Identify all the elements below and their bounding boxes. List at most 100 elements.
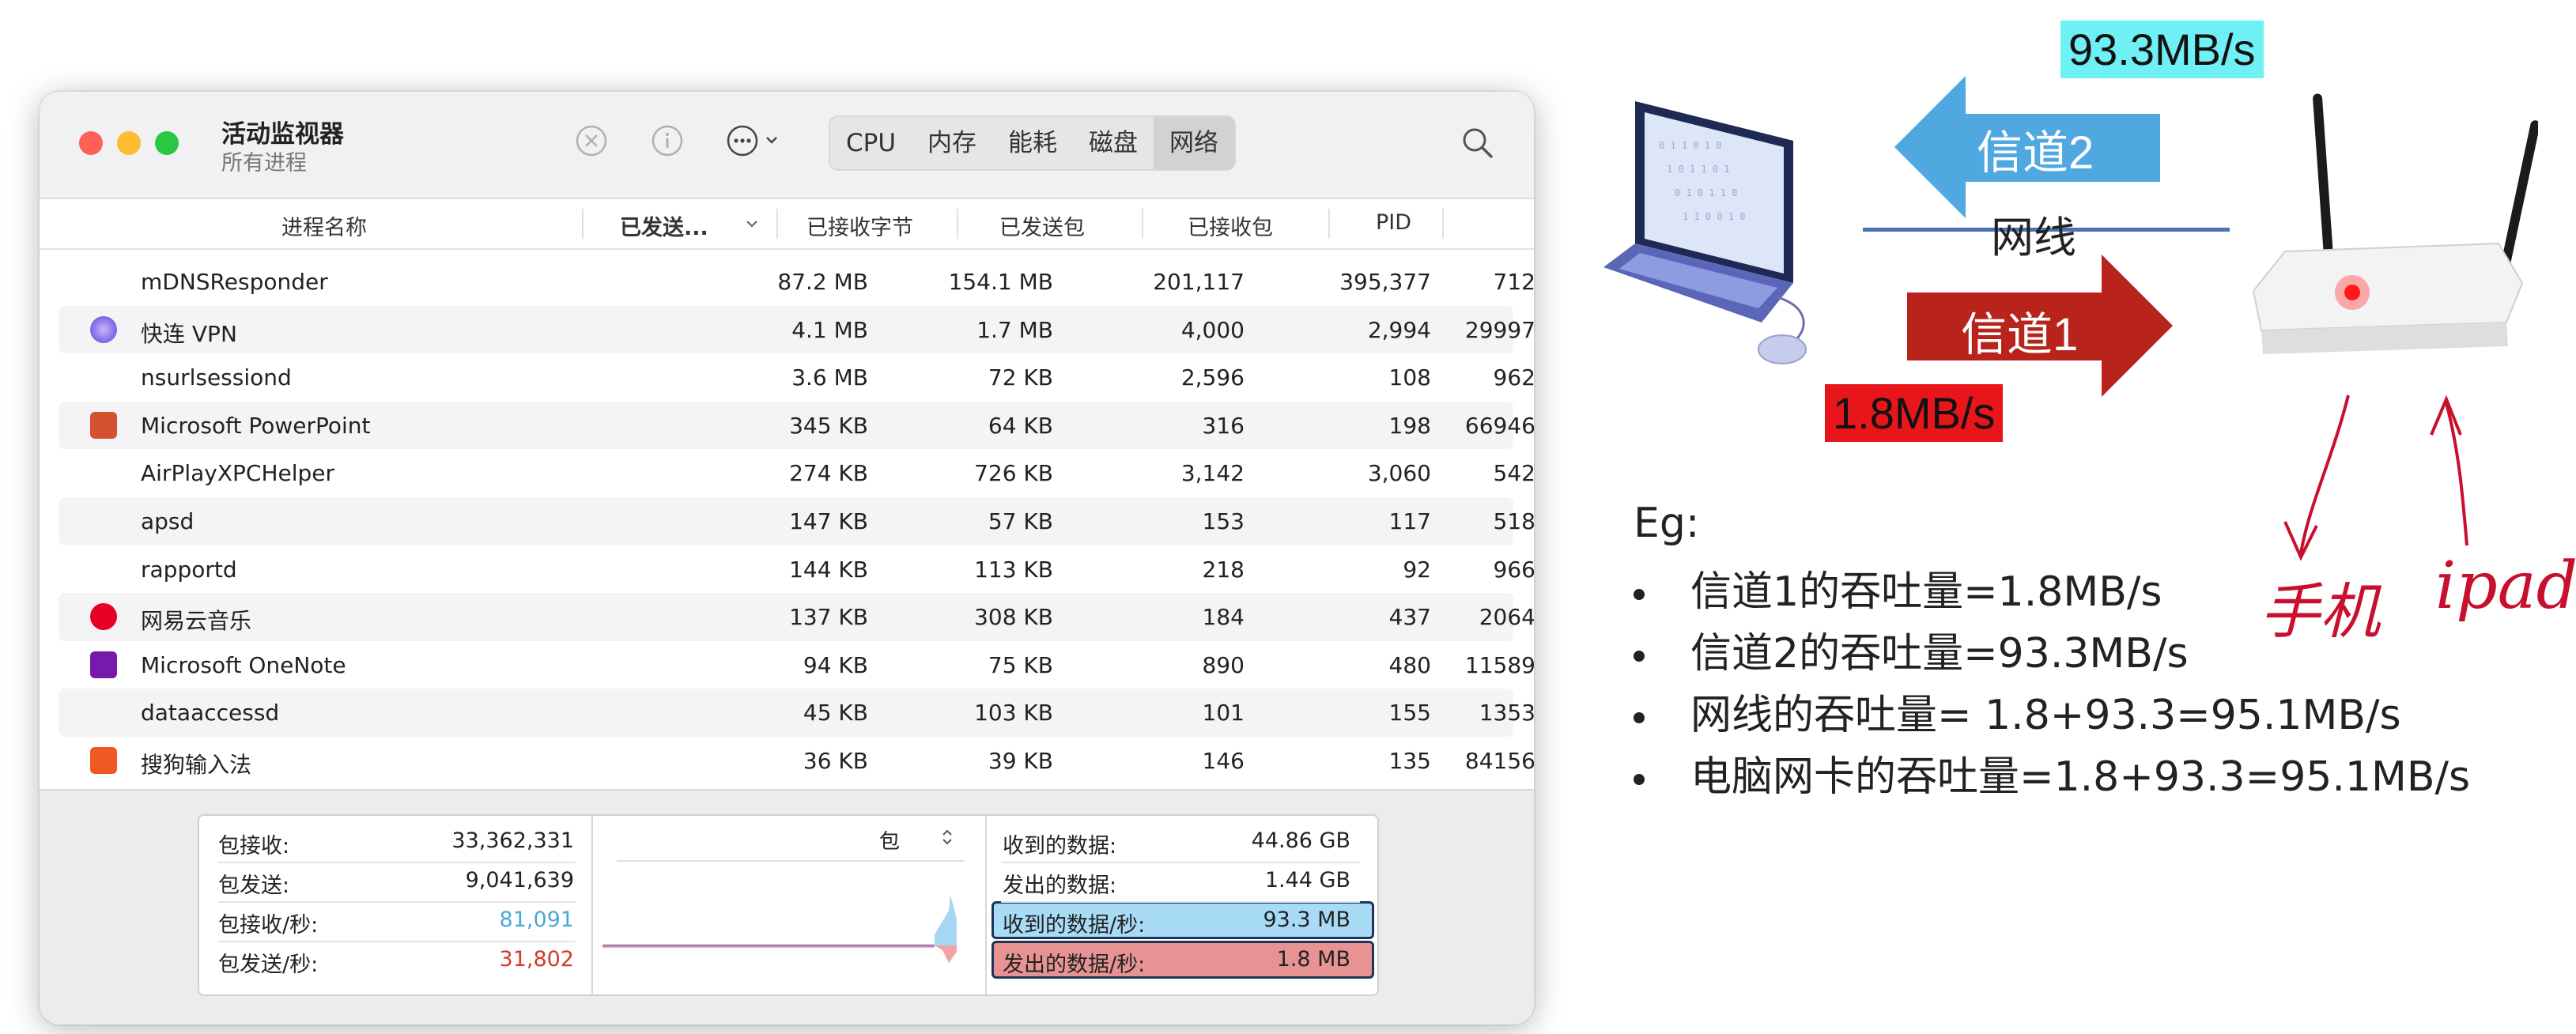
cell-pkts-sent: 153	[1202, 508, 1245, 534]
tab-cpu[interactable]: CPU	[846, 129, 897, 157]
table-row[interactable]: 快连 VPN 4.1 MB 1.7 MB 4,000 2,994 29997	[59, 305, 1534, 354]
stat-label: 包发送/秒:	[218, 953, 319, 977]
column-packets-sent[interactable]: 已发送包	[999, 216, 1085, 240]
stat-value: 9,041,639	[465, 868, 574, 892]
column-packets-received[interactable]: 已接收包	[1188, 216, 1273, 240]
divider	[218, 862, 576, 863]
bullet-dot	[1634, 589, 1645, 600]
cell-pkts-recv: 395,377	[1339, 269, 1431, 295]
divider	[1001, 901, 1360, 903]
stat-value: 1.8 MB	[1276, 947, 1350, 972]
process-name: dataaccessd	[141, 700, 280, 726]
packets-graph	[602, 895, 957, 963]
stat-value: 44.86 GB	[1251, 828, 1350, 853]
tab-disk[interactable]: 磁盘	[1089, 129, 1139, 157]
table-row[interactable]: Microsoft OneNote 94 KB 75 KB 890 480 11589	[59, 641, 1534, 689]
svg-text:1 1 0 0 1 0: 1 1 0 0 1 0	[1683, 211, 1745, 222]
cell-recv: 154.1 MB	[948, 269, 1053, 295]
cell-pkts-recv: 117	[1388, 508, 1431, 534]
cell-recv: 39 KB	[988, 747, 1053, 774]
cell-pkts-recv: 198	[1388, 412, 1431, 439]
router-illustration	[2252, 93, 2538, 354]
activity-monitor-window: 活动监视器 所有进程 CPU 内存 能耗 磁盘 网络 进程名称 已发送...	[40, 92, 1534, 1025]
cell-sent: 94 KB	[803, 651, 868, 678]
process-name: mDNSResponder	[141, 269, 328, 295]
divider	[591, 816, 593, 994]
cell-pkts-recv: 437	[1388, 604, 1431, 631]
cell-pkts-sent: 218	[1202, 556, 1245, 583]
process-table: mDNSResponder 87.2 MB 154.1 MB 201,117 395,3…	[59, 258, 1534, 785]
cell-pid: 2064	[1479, 604, 1534, 631]
bullet-text: 电脑网卡的吞吐量=1.8+93.3=95.1MB/s	[1690, 753, 2471, 801]
cell-recv: 1.7 MB	[976, 316, 1053, 343]
cable-line	[1863, 228, 2230, 232]
cell-pid: 966	[1493, 556, 1534, 583]
cell-pkts-sent: 2,596	[1180, 364, 1245, 391]
bullet-text: 信道2的吞吐量=93.3MB/s	[1690, 630, 2189, 677]
stat-value: 81,091	[499, 908, 574, 932]
column-divider	[582, 209, 584, 239]
table-row[interactable]: AirPlayXPCHelper 274 KB 726 KB 3,142 3,060 54…	[59, 449, 1534, 497]
svg-text:0 1 0 1 1 0: 0 1 0 1 1 0	[1675, 187, 1737, 198]
cell-pkts-sent: 184	[1202, 604, 1245, 631]
table-row[interactable]: dataaccessd 45 KB 103 KB 101 155 1353	[59, 689, 1534, 737]
cell-sent: 144 KB	[789, 556, 868, 583]
info-icon[interactable]	[650, 123, 685, 158]
divider	[218, 901, 576, 903]
cell-pid: 962	[1493, 364, 1534, 391]
tab-memory[interactable]: 内存	[927, 129, 977, 157]
zoom-window-button[interactable]	[155, 131, 179, 155]
column-pid[interactable]: PID	[1376, 210, 1412, 235]
column-divider	[1442, 209, 1444, 239]
graph-selector[interactable]: 包	[879, 830, 901, 854]
table-row[interactable]: apsd 147 KB 57 KB 153 117 518	[59, 496, 1534, 545]
cell-sent: 87.2 MB	[777, 269, 868, 295]
cell-pkts-sent: 4,000	[1180, 316, 1245, 343]
cell-pkts-recv: 480	[1388, 651, 1431, 678]
column-sent-bytes[interactable]: 已发送...	[620, 216, 708, 240]
table-row[interactable]: Microsoft PowerPoint 345 KB 64 KB 316 198 669…	[59, 401, 1534, 450]
cable-label: 网线	[1991, 214, 2076, 262]
more-actions-icon[interactable]	[726, 123, 789, 158]
netease-music-app-icon	[90, 603, 117, 631]
sort-chevron-icon[interactable]	[743, 215, 761, 236]
table-row[interactable]: nsurlsessiond 3.6 MB 72 KB 2,596 108 962	[59, 353, 1534, 402]
example-bullet: 信道2的吞吐量=93.3MB/s	[1634, 620, 2189, 679]
column-header-row: 进程名称 已发送... 已接收字节 已发送包 已接收包 PID	[40, 199, 1534, 250]
bullet-text: 网线的吞吐量= 1.8+93.3=95.1MB/s	[1690, 692, 2401, 739]
tab-energy[interactable]: 能耗	[1008, 129, 1058, 157]
cell-sent: 36 KB	[803, 747, 868, 774]
table-row[interactable]: mDNSResponder 87.2 MB 154.1 MB 201,117 395,3…	[59, 258, 1534, 306]
laptop-illustration: 0 1 1 0 1 0 1 0 1 1 0 1 0 1 0 1 1 0 1 1 0 …	[1603, 101, 1807, 364]
stat-label: 包接收/秒:	[218, 913, 319, 938]
column-process-name[interactable]: 进程名称	[281, 216, 367, 240]
cell-pkts-recv: 92	[1403, 556, 1431, 583]
cell-pkts-recv: 135	[1388, 747, 1431, 774]
cell-pid: 518	[1493, 508, 1534, 534]
cell-pkts-sent: 890	[1202, 651, 1245, 678]
table-row[interactable]: 搜狗输入法 36 KB 39 KB 146 135 84156	[59, 737, 1534, 785]
cell-recv: 75 KB	[988, 651, 1053, 678]
cell-pkts-recv: 155	[1388, 700, 1431, 726]
stat-label: 发出的数据:	[1003, 874, 1117, 898]
tab-network[interactable]: 网络	[1154, 117, 1235, 169]
divider	[1001, 862, 1360, 863]
selector-updown-icon[interactable]	[939, 825, 955, 852]
table-row[interactable]: 网易云音乐 137 KB 308 KB 184 437 2064	[59, 593, 1534, 641]
channel2-label: 信道2	[1977, 127, 2094, 179]
cell-recv: 72 KB	[988, 364, 1053, 391]
cell-pid: 712	[1493, 269, 1534, 295]
stop-process-icon[interactable]	[574, 123, 609, 158]
cell-pkts-sent: 146	[1202, 747, 1245, 774]
table-row[interactable]: rapportd 144 KB 113 KB 218 92 966	[59, 545, 1534, 594]
minimize-window-button[interactable]	[117, 131, 141, 155]
close-window-button[interactable]	[79, 131, 103, 155]
column-received-bytes[interactable]: 已接收字节	[806, 216, 913, 240]
stat-label: 发出的数据/秒:	[1003, 953, 1146, 977]
search-icon[interactable]	[1458, 123, 1498, 163]
cell-pid: 1353	[1479, 700, 1534, 726]
cell-recv: 726 KB	[974, 460, 1053, 487]
vpn-app-icon	[90, 315, 117, 343]
cell-pkts-sent: 101	[1202, 700, 1245, 726]
cell-recv: 308 KB	[974, 604, 1053, 631]
